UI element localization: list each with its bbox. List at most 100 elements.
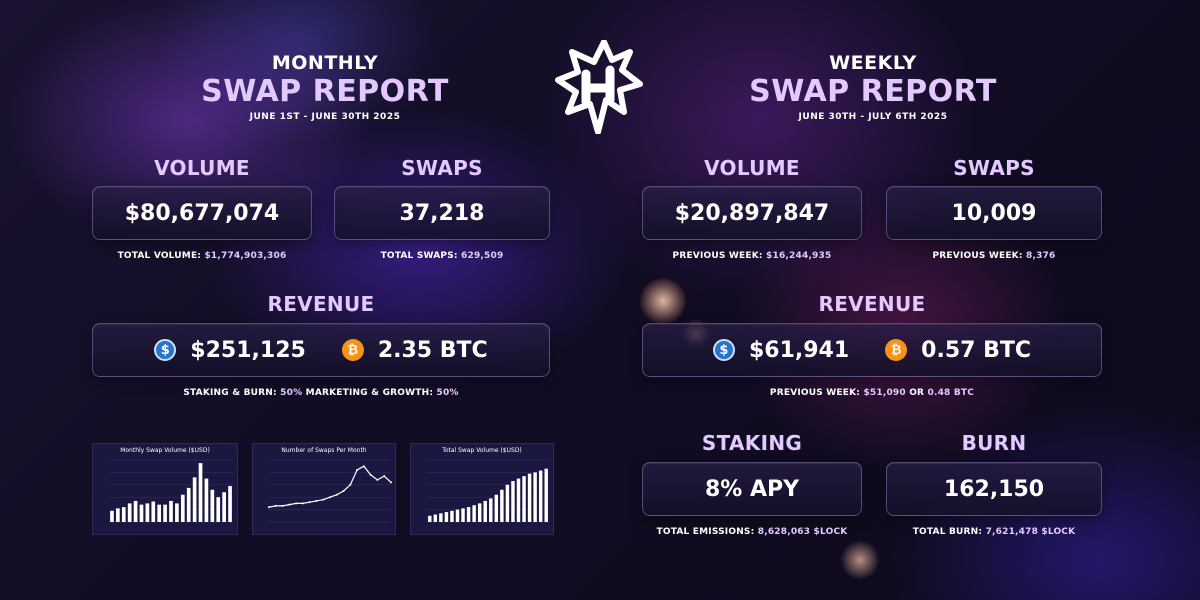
weekly-heading: WEEKLY SWAP REPORT JUNE 30TH - JULY 6TH … — [698, 52, 1048, 122]
staking-card: 8% APY — [642, 462, 862, 516]
burn-label: BURN — [961, 431, 1027, 455]
monthly-revenue-usd: $251,125 — [190, 337, 306, 363]
chart-bar — [198, 463, 203, 522]
monthly-swaps-sub-value: 629,509 — [461, 251, 504, 261]
monthly-volume-sub-label: TOTAL VOLUME: — [117, 251, 202, 261]
chart-bar — [110, 510, 114, 522]
chart-bar — [516, 478, 521, 522]
monthly-volume-value: $80,677,074 — [124, 200, 280, 226]
swaps-per-month-chart: Number of Swaps Per Month — [252, 443, 396, 535]
chart-point — [369, 473, 372, 476]
chart-bar — [204, 478, 209, 522]
weekly-swaps-sub-value: 8,376 — [1026, 251, 1056, 261]
monthly-volume-label: VOLUME — [154, 156, 250, 180]
chart-bar — [450, 510, 454, 522]
weekly-volume-label: VOLUME — [704, 156, 800, 180]
burn-value: 162,150 — [943, 476, 1045, 502]
monthly-revenue-card: $ $251,125 ₿ 2.35 BTC — [92, 323, 550, 377]
chart-point — [295, 502, 298, 505]
chart-bar — [222, 492, 226, 522]
monthly-revenue-split: STAKING & BURN: 50% MARKETING & GROWTH: … — [92, 388, 550, 398]
weekly-revenue-btc: 0.57 BTC — [921, 337, 1032, 363]
chart-bar — [175, 503, 179, 522]
chart-title: Number of Swaps Per Month — [281, 447, 367, 454]
chart-bar — [461, 508, 465, 522]
monthly-volume-chart: Monthly Swap Volume ($USD) — [92, 443, 238, 535]
monthly-swaps-value: 37,218 — [399, 200, 485, 226]
chart-bar — [180, 494, 185, 522]
chart-bar — [163, 504, 167, 522]
chart-bar — [121, 507, 126, 522]
chart-bar — [511, 481, 515, 522]
staking-sub-value: 8,628,063 $LOCK — [757, 527, 848, 537]
chart-point — [390, 481, 392, 484]
chart-bar — [210, 489, 215, 522]
monthly-volume-chart-svg — [109, 459, 233, 523]
bokeh-light — [840, 540, 880, 580]
chart-point — [281, 504, 284, 507]
chart-bar — [444, 512, 449, 522]
chart-point — [301, 502, 304, 505]
monthly-swaps-sub-label: TOTAL SWAPS: — [380, 251, 458, 261]
chart-point — [376, 478, 379, 481]
weekly-revenue-sub-label: PREVIOUS WEEK: — [769, 388, 861, 398]
chart-bar — [472, 505, 476, 522]
chart-bar — [500, 489, 504, 522]
bitcoin-coin-icon: ₿ — [885, 339, 908, 361]
total-volume-chart-svg — [427, 459, 549, 523]
chart-bar — [228, 486, 232, 522]
staking-sub: TOTAL EMISSIONS: 8,628,063 $LOCK — [642, 527, 862, 537]
staking-sub-label: TOTAL EMISSIONS: — [656, 527, 755, 537]
chart-bar — [544, 468, 548, 522]
monthly-date-range: JUNE 1ST - JUNE 30TH 2025 — [249, 112, 401, 122]
weekly-volume-sub-value: $16,244,935 — [766, 251, 832, 261]
chart-bar — [483, 500, 487, 522]
split-a-value: 50% — [280, 388, 303, 398]
weekly-volume-card: $20,897,847 — [642, 186, 862, 240]
burn-sub-value: 7,621,478 $LOCK — [985, 527, 1076, 537]
chart-point — [274, 504, 277, 507]
weekly-swaps-label: SWAPS — [953, 156, 1035, 180]
monthly-volume-sub-value: $1,774,903,306 — [204, 251, 287, 261]
weekly-revenue-usd: $61,941 — [748, 337, 850, 363]
weekly-title-main: SWAP REPORT — [749, 74, 997, 109]
chart-bar — [127, 503, 132, 522]
usdc-coin-icon: $ — [154, 339, 177, 361]
monthly-heading: MONTHLY SWAP REPORT JUNE 1ST - JUNE 30TH… — [150, 52, 500, 122]
chart-bar — [133, 500, 138, 522]
weekly-revenue-sub-usd: $51,090 — [863, 388, 906, 398]
chart-bar — [186, 487, 191, 522]
monthly-title-top: MONTHLY — [271, 52, 379, 74]
chart-bar — [522, 476, 526, 522]
staking-value: 8% APY — [704, 476, 800, 502]
chart-bar — [428, 515, 432, 522]
chart-point — [383, 475, 386, 478]
chart-bar — [533, 472, 537, 522]
chart-point — [288, 503, 291, 506]
chart-bar — [466, 507, 471, 522]
chart-bar — [145, 503, 150, 522]
monthly-swaps-sub: TOTAL SWAPS: 629,509 — [334, 251, 550, 261]
weekly-volume-value: $20,897,847 — [674, 200, 830, 226]
burn-sub: TOTAL BURN: 7,621,478 $LOCK — [886, 527, 1102, 537]
chart-bar — [157, 504, 162, 522]
chart-title: Total Swap Volume ($USD) — [442, 447, 522, 454]
monthly-revenue-label: REVENUE — [267, 292, 375, 316]
chart-point — [356, 468, 359, 471]
weekly-revenue-label: REVENUE — [818, 292, 926, 316]
chart-bar — [433, 514, 438, 522]
weekly-revenue-usd-item: $ $61,941 — [712, 337, 850, 363]
bitcoin-coin-icon: ₿ — [341, 339, 364, 361]
monthly-swaps-card: 37,218 — [334, 186, 550, 240]
split-a-label: STAKING & BURN: — [183, 388, 277, 398]
brand-logo-icon — [555, 40, 643, 134]
staking-label: STAKING — [701, 431, 803, 455]
chart-bar — [455, 509, 460, 522]
chart-title: Monthly Swap Volume ($USD) — [120, 447, 210, 454]
usdc-coin-icon: $ — [712, 339, 735, 361]
chart-bar — [494, 494, 499, 522]
chart-bar — [477, 503, 482, 522]
chart-bar — [439, 513, 443, 522]
monthly-volume-card: $80,677,074 — [92, 186, 312, 240]
split-b-value: 50% — [436, 388, 459, 398]
